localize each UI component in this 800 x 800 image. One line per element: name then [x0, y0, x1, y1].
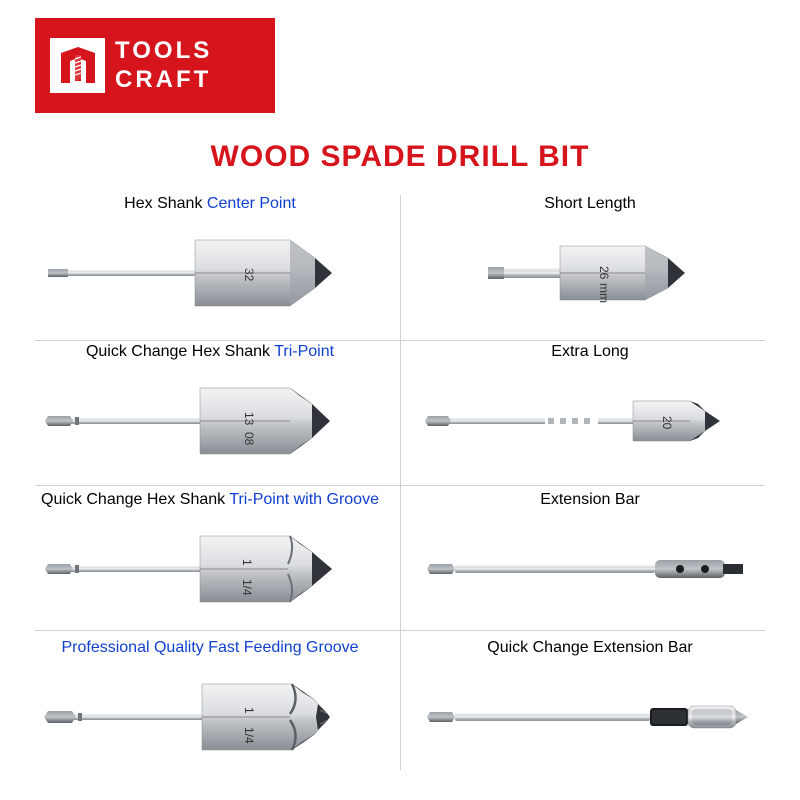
item-short-length: Short Length 26 mm [415, 195, 765, 325]
brand-logo: TOOLS CRAFT [35, 18, 275, 113]
item-drawing: 20 [415, 369, 765, 473]
label-prefix: Quick Change Hex Shank [41, 491, 229, 508]
svg-text:08: 08 [242, 432, 256, 446]
item-label: Quick Change Hex Shank Tri-Point [86, 343, 334, 361]
size-text: 32 [242, 268, 256, 282]
svg-text:1/4: 1/4 [242, 727, 256, 744]
item-drawing: 26 mm [415, 221, 765, 325]
item-drawing: 32 [35, 221, 385, 325]
item-label: Extension Bar [540, 491, 640, 509]
brand-line2: CRAFT [115, 66, 212, 95]
label-highlight: Center Point [207, 195, 296, 212]
item-qc-extension: Quick Change Extension Bar [415, 639, 765, 769]
item-drawing: 13 08 [35, 369, 385, 473]
size-text: 1 [242, 707, 256, 714]
item-label: Professional Quality Fast Feeding Groove [61, 639, 358, 657]
size-text: 20 [660, 416, 674, 430]
label-prefix: Quick Change Hex Shank [86, 343, 274, 360]
label-highlight: Professional Quality Fast Feeding Groove [61, 639, 358, 656]
product-grid: Hex Shank Center Point 32 Short Length [35, 195, 765, 769]
label-plain: Extension Bar [540, 491, 640, 508]
label-plain: Short Length [544, 195, 636, 212]
label-highlight: Tri-Point [274, 343, 334, 360]
item-drawing: 1 1/4 [35, 517, 385, 621]
size-text: 1 [240, 559, 254, 566]
item-label: Hex Shank Center Point [124, 195, 296, 213]
brand-line1: TOOLS [115, 37, 212, 66]
item-center-point: Hex Shank Center Point 32 [35, 195, 385, 325]
brand-logo-text: TOOLS CRAFT [115, 37, 212, 95]
item-label: Short Length [544, 195, 636, 213]
item-drawing [415, 517, 765, 621]
svg-text:1/4: 1/4 [240, 579, 254, 596]
label-plain: Quick Change Extension Bar [487, 639, 692, 656]
item-fast-feeding: Professional Quality Fast Feeding Groove… [35, 639, 385, 769]
item-tri-point: Quick Change Hex Shank Tri-Point 13 08 [35, 343, 385, 473]
page-title: WOOD SPADE DRILL BIT [0, 140, 800, 174]
item-drawing: 1 1/4 [35, 665, 385, 769]
label-prefix: Hex Shank [124, 195, 207, 212]
label-plain: Extra Long [551, 343, 628, 360]
item-label: Quick Change Hex Shank Tri-Point with Gr… [41, 491, 379, 509]
item-extra-long: Extra Long 20 [415, 343, 765, 473]
item-tri-groove: Quick Change Hex Shank Tri-Point with Gr… [35, 491, 385, 621]
item-label: Quick Change Extension Bar [487, 639, 692, 657]
size-text: 13 [242, 412, 256, 426]
label-highlight: Tri-Point with Groove [229, 491, 379, 508]
item-extension-bar: Extension Bar [415, 491, 765, 621]
item-label: Extra Long [551, 343, 628, 361]
brand-logo-mark [50, 38, 105, 93]
size-text: 26 [597, 266, 611, 280]
item-drawing [415, 665, 765, 769]
svg-text:mm: mm [597, 283, 611, 303]
